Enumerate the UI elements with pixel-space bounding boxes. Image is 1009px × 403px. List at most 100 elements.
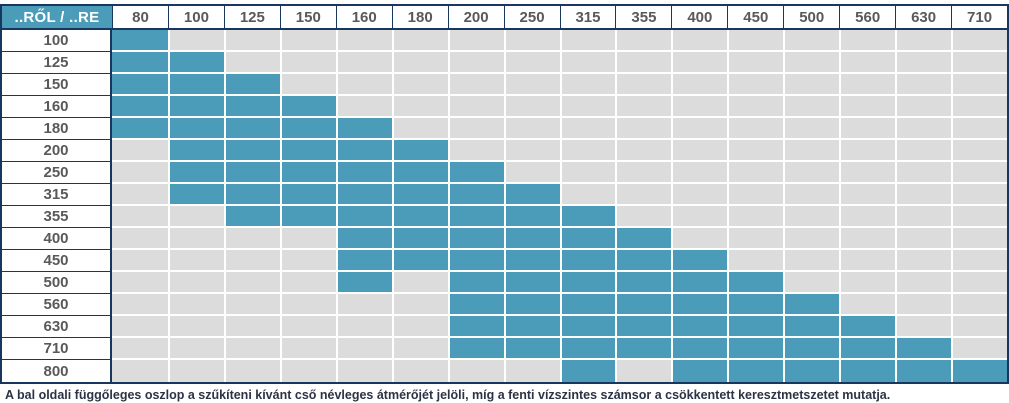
table-row: 150 [2,74,1007,96]
matrix-cell-empty [447,96,504,118]
matrix-cell-filled [559,316,616,338]
matrix-cell-empty [727,52,784,74]
matrix-cell-empty [391,272,448,294]
matrix-cell-filled [503,250,560,272]
matrix-cell-empty [559,118,616,140]
matrix-cell-empty [951,140,1007,162]
column-header: 80 [112,6,168,30]
table-header: ..RŐL / ..RE 80 100 125 150 160 180 200 250 315 3… [2,6,1007,30]
matrix-cell-filled [279,96,336,118]
matrix-cell-empty [167,316,224,338]
matrix-cell-empty [391,360,448,382]
matrix-cell-empty [167,228,224,250]
table-row: 250 [2,162,1007,184]
matrix-cell-empty [839,184,896,206]
matrix-cell-empty [279,228,336,250]
matrix-cell-filled [503,184,560,206]
matrix-cell-filled [335,206,392,228]
matrix-cell-empty [391,30,448,52]
table-row: 450 [2,250,1007,272]
matrix-cell-filled [783,316,840,338]
matrix-cell-filled [839,360,896,382]
matrix-cell-empty [895,250,952,272]
matrix-cell-filled [671,360,728,382]
matrix-cell-filled [559,294,616,316]
matrix-cell-empty [615,74,672,96]
matrix-cell-empty [839,52,896,74]
matrix-cell-filled [335,228,392,250]
matrix-cell-empty [112,206,168,228]
row-header: 400 [2,228,112,250]
matrix-cell-empty [167,360,224,382]
matrix-cell-empty [559,52,616,74]
column-header: 355 [615,6,672,30]
matrix-cell-empty [391,52,448,74]
matrix-cell-filled [223,184,280,206]
matrix-cell-empty [615,52,672,74]
matrix-cell-empty [335,338,392,360]
matrix-cell-filled [167,184,224,206]
matrix-cell-filled [559,338,616,360]
matrix-cell-empty [335,52,392,74]
matrix-cell-empty [783,74,840,96]
matrix-cell-empty [279,272,336,294]
matrix-cell-filled [615,338,672,360]
matrix-cell-filled [391,250,448,272]
matrix-cell-empty [559,184,616,206]
matrix-cell-empty [279,316,336,338]
matrix-cell-filled [167,162,224,184]
matrix-cell-empty [727,74,784,96]
matrix-cell-empty [951,74,1007,96]
matrix-cell-empty [279,74,336,96]
matrix-cell-empty [112,294,168,316]
matrix-cell-empty [783,118,840,140]
matrix-cell-empty [112,316,168,338]
matrix-cell-empty [223,316,280,338]
matrix-cell-filled [223,162,280,184]
matrix-cell-empty [503,162,560,184]
table-row: 710 [2,338,1007,360]
matrix-cell-filled [671,338,728,360]
matrix-cell-empty [112,272,168,294]
matrix-cell-empty [951,96,1007,118]
matrix-cell-empty [279,30,336,52]
column-header: 125 [223,6,280,30]
row-header: 315 [2,184,112,206]
matrix-cell-filled [112,30,168,52]
column-header: 150 [279,6,336,30]
matrix-cell-empty [951,30,1007,52]
row-header: 180 [2,118,112,140]
matrix-cell-empty [447,74,504,96]
matrix-cell-filled [503,272,560,294]
header-row: ..RŐL / ..RE 80 100 125 150 160 180 200 250 315 3… [2,6,1007,30]
table-caption: A bal oldali függőleges oszlop a szűkíte… [5,388,891,402]
matrix-cell-empty [391,74,448,96]
matrix-cell-empty [503,96,560,118]
matrix-cell-filled [112,118,168,140]
matrix-cell-empty [839,96,896,118]
matrix-cell-empty [951,250,1007,272]
matrix-cell-empty [503,30,560,52]
matrix-cell-empty [839,162,896,184]
matrix-cell-empty [615,184,672,206]
matrix-cell-empty [615,140,672,162]
table-row: 400 [2,228,1007,250]
matrix-cell-filled [727,360,784,382]
matrix-cell-empty [895,316,952,338]
matrix-cell-empty [671,162,728,184]
matrix-cell-empty [895,140,952,162]
matrix-cell-filled [559,206,616,228]
table-row: 500 [2,272,1007,294]
matrix-cell-empty [839,30,896,52]
matrix-cell-empty [223,360,280,382]
matrix-cell-empty [727,228,784,250]
matrix-cell-filled [447,228,504,250]
matrix-cell-empty [279,360,336,382]
matrix-cell-empty [503,360,560,382]
matrix-cell-filled [783,338,840,360]
matrix-cell-empty [951,316,1007,338]
matrix-cell-filled [112,96,168,118]
matrix-cell-empty [559,140,616,162]
matrix-cell-empty [727,96,784,118]
matrix-cell-filled [503,316,560,338]
